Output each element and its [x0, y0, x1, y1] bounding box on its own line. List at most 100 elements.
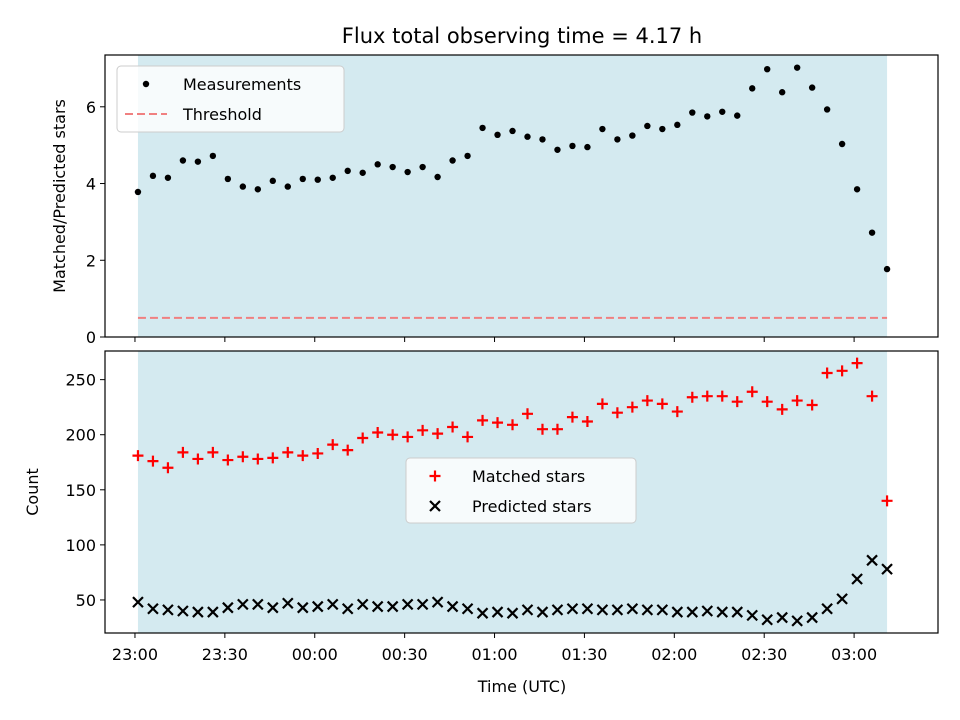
- matched-star-point: [836, 365, 848, 377]
- measurement-point: [224, 175, 232, 183]
- predicted-star-point: [521, 604, 534, 616]
- measurement-point: [793, 64, 801, 71]
- predicted-star-point: [311, 600, 324, 613]
- matched-star-point: [177, 446, 189, 458]
- measurement-point: [494, 131, 501, 139]
- predicted-star-point: [776, 611, 788, 624]
- predicted-star-point: [491, 606, 504, 618]
- predicted-star-point: [671, 606, 684, 618]
- matched-star-point: [716, 390, 728, 402]
- measurement-point: [868, 229, 876, 236]
- measurement-point: [883, 265, 891, 273]
- measurement-point: [329, 174, 336, 181]
- predicted-star-point: [791, 615, 803, 627]
- matched-star-point: [866, 390, 878, 402]
- predicted-star-point: [237, 598, 249, 611]
- measurement-point: [314, 176, 321, 183]
- predicted-star-point: [386, 600, 399, 613]
- predicted-star-point: [731, 606, 744, 618]
- legend: Matched stars Predicted stars: [405, 457, 637, 524]
- matched-star-point: [357, 432, 369, 444]
- predicted-star-point: [296, 601, 309, 614]
- measurement-point: [853, 186, 861, 193]
- matched-star-point: [641, 395, 653, 407]
- matched-star-point: [656, 398, 668, 410]
- matched-star-point: [147, 455, 159, 467]
- measurement-point: [239, 183, 247, 190]
- predicted-star-point: [371, 600, 384, 613]
- measurement-point: [389, 163, 396, 171]
- predicted-star-point: [701, 605, 714, 617]
- measurement-point: [179, 157, 187, 164]
- x-tick-label: 00:30: [382, 645, 428, 664]
- matched-star-point: [267, 452, 279, 464]
- axes-frame: [104, 54, 939, 338]
- matched-star-point: [581, 416, 593, 427]
- predicted-star-point: [416, 598, 429, 611]
- legend-matched-swatch: [429, 470, 441, 482]
- measurement-point: [164, 174, 172, 181]
- measurement-point: [569, 142, 576, 150]
- measurement-point: [778, 89, 786, 96]
- matched-star-point: [162, 462, 174, 474]
- legend-box: [405, 457, 637, 524]
- matched-star-point: [432, 428, 444, 440]
- measurement-point: [419, 163, 426, 171]
- matched-star-point: [626, 401, 638, 413]
- legend-predicted-swatch: [429, 500, 441, 512]
- matched-star-point: [821, 367, 833, 379]
- matched-star-point: [297, 450, 309, 462]
- measurement-point: [209, 152, 217, 160]
- predicted-star-point: [641, 604, 654, 616]
- matched-star-point: [761, 396, 773, 408]
- measurement-point: [374, 161, 381, 168]
- predicted-star-point: [806, 611, 818, 624]
- predicted-star-point: [252, 598, 264, 611]
- predicted-star-point: [222, 601, 234, 614]
- matched-star-point: [327, 439, 339, 451]
- matched-star-point: [207, 446, 219, 458]
- y-axis-label: Count: [23, 468, 42, 516]
- predicted-star-point: [596, 604, 609, 616]
- measurement-point: [599, 125, 606, 133]
- matched-star-point: [372, 427, 384, 439]
- matched-star-point: [492, 417, 504, 429]
- predicted-star-point: [326, 598, 339, 611]
- predicted-star-point: [267, 601, 279, 614]
- legend-measurement-swatch: [142, 80, 150, 88]
- measurement-point: [764, 65, 771, 73]
- predicted-star-point: [881, 563, 893, 575]
- measurement-point: [149, 172, 157, 180]
- matched-star-point: [881, 495, 893, 507]
- y-tick-label: 6: [86, 98, 96, 117]
- matched-star-point: [536, 423, 548, 435]
- predicted-star-point: [851, 573, 863, 585]
- predicted-star-point: [551, 604, 564, 616]
- measurement-point: [644, 122, 651, 130]
- predicted-star-point: [162, 604, 174, 616]
- measurement-point: [719, 108, 726, 115]
- matched-star-point: [521, 408, 533, 420]
- x-tick-label: 01:00: [471, 645, 517, 664]
- matched-star-point: [596, 398, 608, 410]
- measurement-point: [554, 146, 561, 153]
- measurement-point: [194, 158, 202, 165]
- predicted-star-point: [746, 609, 759, 622]
- measurement-point: [629, 132, 636, 139]
- matched-star-point: [611, 407, 623, 419]
- y-axis-label: Matched/Predicted stars: [50, 99, 69, 293]
- predicted-star-point: [132, 596, 144, 608]
- matched-star-point: [462, 431, 474, 443]
- matched-star-point: [192, 453, 204, 465]
- predicted-star-point: [656, 604, 669, 616]
- matched-star-point: [387, 429, 399, 441]
- matched-star-point: [671, 406, 683, 418]
- x-tick-label: 02:30: [741, 645, 787, 664]
- matched-star-point: [342, 444, 354, 456]
- measurement-point: [299, 175, 306, 183]
- predicted-star-point: [536, 606, 549, 618]
- predicted-star-point: [177, 605, 189, 617]
- matched-star-point: [791, 395, 803, 407]
- x-tick-label: 01:30: [561, 645, 607, 664]
